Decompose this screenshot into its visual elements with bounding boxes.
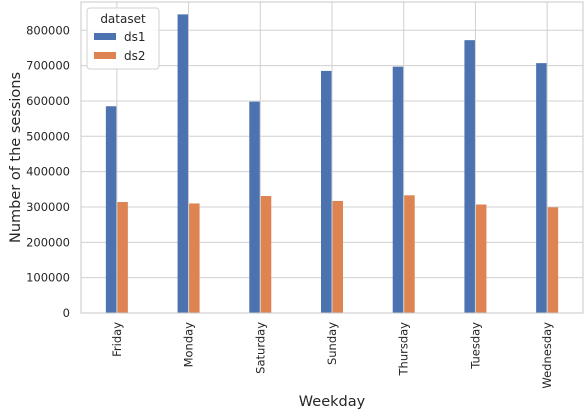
x-tick-label: Saturday: [253, 322, 267, 374]
bar-ds1-tuesday: [464, 40, 475, 313]
y-tick-label: 200000: [26, 235, 70, 249]
y-tick-label: 0: [63, 306, 70, 320]
grid: [81, 2, 583, 314]
bar-ds1-friday: [105, 106, 117, 314]
bar-ds2-friday: [117, 202, 128, 313]
bar-ds1-monday: [177, 14, 189, 313]
y-tick-label: 600000: [26, 94, 70, 108]
axes: 0 100000 200000 300000 400000 500000 600000 700…: [26, 1, 584, 389]
bar-ds2-sunday: [332, 200, 343, 313]
y-tick-label: 800000: [26, 23, 70, 37]
x-tick-label: Friday: [110, 322, 124, 357]
bar-ds2-wednesday: [547, 207, 559, 313]
bars: [105, 14, 559, 314]
legend-label-ds2: ds2: [124, 49, 146, 63]
y-tick-label: 700000: [26, 59, 70, 73]
bar-ds2-saturday: [260, 196, 272, 313]
legend-title: dataset: [100, 12, 146, 26]
y-tick-label: 300000: [26, 200, 70, 214]
bar-ds1-wednesday: [536, 63, 547, 314]
legend-label-ds1: ds1: [124, 30, 146, 44]
y-tick-label: 100000: [26, 271, 70, 285]
x-tick-label: Monday: [182, 322, 196, 368]
x-axis-title: Weekday: [299, 394, 366, 410]
x-tick-label: Thursday: [397, 322, 411, 377]
x-tick-label: Wednesday: [540, 322, 554, 389]
x-tick-label: Tuesday: [468, 322, 482, 370]
y-tick-label: 400000: [26, 165, 70, 179]
legend-swatch-ds2: [94, 52, 116, 59]
bar-ds1-saturday: [249, 101, 260, 313]
y-tick-label: 500000: [26, 129, 70, 143]
bar-ds2-monday: [189, 203, 200, 313]
plot-frame: [80, 1, 584, 314]
bar-ds1-thursday: [392, 66, 404, 314]
x-tick-label: Sunday: [325, 322, 339, 365]
bar-ds2-tuesday: [475, 204, 487, 313]
legend-swatch-ds1: [94, 33, 116, 40]
bar-ds1-sunday: [321, 70, 332, 314]
bar-ds2-thursday: [404, 195, 415, 313]
y-axis-title: Number of the sessions: [8, 72, 24, 243]
